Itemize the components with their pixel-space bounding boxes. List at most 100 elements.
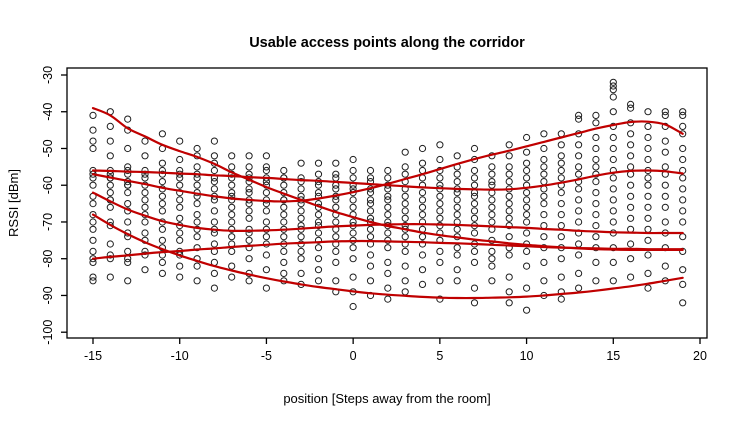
scatter-point [210,152,218,160]
scatter-point [609,174,617,182]
scatter-point [176,137,184,145]
scatter-point [106,203,114,211]
scatter-point [158,236,166,244]
scatter-point [470,174,479,182]
scatter-point [679,185,687,193]
scatter-point [158,130,166,138]
scatter-point [557,273,565,281]
scatter-point [575,196,583,204]
scatter-point [89,277,97,285]
scatter-point [575,141,583,149]
scatter-point [384,203,392,211]
scatter-point [141,189,149,197]
scatter-point [644,122,652,131]
scatter-point [488,247,496,255]
scatter-point [158,192,166,200]
scatter-point [470,200,479,208]
scatter-point [124,277,132,285]
scatter-point [436,192,444,200]
scatter-point [332,196,340,204]
scatter-point [280,211,288,219]
scatter-point [575,185,583,193]
scatter-point [314,189,323,197]
scatter-point [644,214,652,222]
scatter-point [89,273,97,281]
scatter-point [141,174,149,182]
scatter-point [384,174,392,182]
scatter-point [488,277,496,285]
scatter-point [314,170,323,178]
scatter-point [644,144,652,153]
scatter-point [523,203,531,211]
scatter-point [609,277,617,285]
scatter-point [262,233,270,241]
scatter-point [644,225,652,233]
scatter-point [210,137,218,145]
scatter-point [661,137,669,145]
scatter-point [89,200,97,208]
scatter-point [418,266,427,274]
scatter-point [453,196,461,204]
scatter-point [245,225,253,233]
scatter-point [314,277,323,285]
scatter-point [488,262,496,270]
scatter-point [453,266,461,274]
scatter-point [314,266,323,274]
scatter-point [245,244,253,252]
scatter-point [575,111,583,120]
scatter-point [418,251,427,259]
scatter-point [314,211,323,219]
scatter-point [349,174,357,182]
scatter-point [228,225,236,233]
scatter-point [418,203,427,211]
scatter-point [228,211,236,219]
scatter-point [280,203,288,211]
scatter-point [470,214,479,222]
scatter-point [661,262,669,270]
scatter-point [176,196,184,204]
scatter-point [280,218,288,226]
scatter-point [679,207,687,215]
scatter-point [661,108,669,116]
scatter-point [488,218,496,226]
scatter-point [540,211,548,219]
scatter-point [210,185,218,193]
x-tick-label: -15 [84,349,102,363]
y-tick-label: -80 [41,250,55,268]
scatter-point [523,189,531,197]
scatter-point [124,181,132,189]
scatter-point [592,222,600,230]
scatter-point [228,163,236,171]
scatter-point [505,233,513,241]
scatter-point [384,269,392,277]
scatter-point [644,155,652,164]
scatter-point [124,218,132,226]
scatter-point [523,229,531,237]
scatter-point [193,233,201,241]
scatter-point [627,152,635,160]
scatter-point [210,166,218,175]
scatter-point [540,144,548,153]
scatter-point [523,218,531,226]
scatter-point [436,200,444,208]
y-tick-label: -60 [41,176,55,194]
scatter-point [384,295,392,303]
scatter-point [592,111,600,120]
scatter-point [349,218,357,226]
scatter-point [314,236,323,244]
scatter-point [523,196,531,204]
scatter-point [505,207,513,215]
scatter-point [106,273,114,281]
scatter-point [627,214,635,222]
scatter-point [592,178,600,186]
scatter-point [557,141,565,149]
scatter-point [470,229,479,237]
scatter-point [592,144,600,153]
scatter-point [679,233,687,241]
scatter-point [453,211,461,219]
scatter-point [557,159,565,167]
scatter-point [228,233,236,241]
scatter-point [228,189,236,197]
scatter-point [679,174,687,182]
scatter-point [644,174,652,182]
